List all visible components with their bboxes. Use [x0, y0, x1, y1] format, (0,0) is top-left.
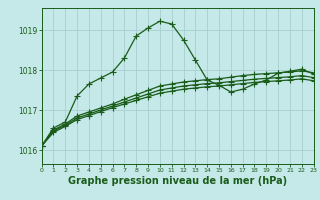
X-axis label: Graphe pression niveau de la mer (hPa): Graphe pression niveau de la mer (hPa): [68, 176, 287, 186]
